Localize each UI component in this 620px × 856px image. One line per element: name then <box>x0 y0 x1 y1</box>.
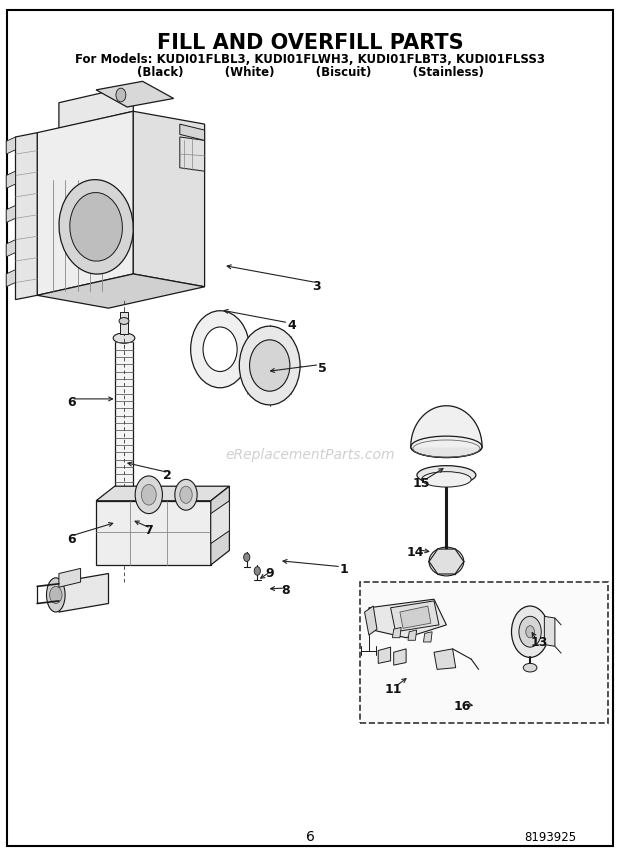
Text: 11: 11 <box>385 682 402 696</box>
Polygon shape <box>59 574 108 612</box>
Polygon shape <box>180 124 205 140</box>
Text: 8: 8 <box>281 584 290 597</box>
Polygon shape <box>6 240 16 257</box>
Text: 5: 5 <box>318 361 327 375</box>
Ellipse shape <box>417 466 476 484</box>
Circle shape <box>141 484 156 505</box>
Polygon shape <box>59 568 81 587</box>
Polygon shape <box>180 137 205 171</box>
Circle shape <box>116 88 126 102</box>
Ellipse shape <box>422 472 471 487</box>
Text: 2: 2 <box>163 468 172 482</box>
Polygon shape <box>410 406 482 447</box>
Ellipse shape <box>46 578 65 612</box>
Ellipse shape <box>203 327 237 372</box>
Ellipse shape <box>59 180 133 274</box>
Polygon shape <box>392 627 401 638</box>
Ellipse shape <box>119 318 129 324</box>
Text: 3: 3 <box>312 280 321 294</box>
Circle shape <box>50 586 62 603</box>
Text: 9: 9 <box>265 567 274 580</box>
Polygon shape <box>6 137 16 154</box>
Ellipse shape <box>113 333 135 343</box>
Text: FILL AND OVERFILL PARTS: FILL AND OVERFILL PARTS <box>157 33 463 53</box>
Text: For Models: KUDI01FLBL3, KUDI01FLWH3, KUDI01FLBT3, KUDI01FLSS3: For Models: KUDI01FLBL3, KUDI01FLWH3, KU… <box>75 53 545 67</box>
Text: 8193925: 8193925 <box>525 830 577 844</box>
Polygon shape <box>16 133 37 300</box>
Circle shape <box>526 626 534 638</box>
Polygon shape <box>37 274 205 308</box>
Polygon shape <box>37 111 133 295</box>
Polygon shape <box>434 649 456 669</box>
Ellipse shape <box>523 663 537 672</box>
Polygon shape <box>6 171 16 188</box>
Circle shape <box>512 606 549 657</box>
Text: 7: 7 <box>144 524 153 538</box>
Text: 6: 6 <box>67 395 76 409</box>
Bar <box>115 342 133 548</box>
Polygon shape <box>408 630 417 640</box>
Polygon shape <box>211 501 229 544</box>
Circle shape <box>180 486 192 503</box>
Ellipse shape <box>191 311 249 388</box>
Ellipse shape <box>249 340 290 391</box>
Text: 14: 14 <box>407 545 424 559</box>
Circle shape <box>519 616 541 647</box>
Text: 4: 4 <box>287 318 296 332</box>
Text: 6: 6 <box>67 532 76 546</box>
Circle shape <box>135 476 162 514</box>
Polygon shape <box>429 549 464 574</box>
Polygon shape <box>59 86 133 128</box>
Text: 1: 1 <box>340 562 348 576</box>
Circle shape <box>254 567 260 575</box>
Ellipse shape <box>429 547 464 576</box>
Bar <box>120 312 128 334</box>
Circle shape <box>175 479 197 510</box>
Text: 6: 6 <box>306 830 314 844</box>
Text: eReplacementParts.com: eReplacementParts.com <box>225 449 395 462</box>
Polygon shape <box>133 111 205 287</box>
Text: (Black)          (White)          (Biscuit)          (Stainless): (Black) (White) (Biscuit) (Stainless) <box>136 66 484 80</box>
Polygon shape <box>423 632 432 642</box>
Text: 16: 16 <box>453 699 471 713</box>
Polygon shape <box>378 647 391 663</box>
Text: 15: 15 <box>413 477 430 490</box>
Polygon shape <box>544 616 555 646</box>
Polygon shape <box>96 81 174 107</box>
Text: 13: 13 <box>531 635 548 649</box>
Polygon shape <box>211 486 229 565</box>
Bar <box>360 582 608 723</box>
Polygon shape <box>96 486 229 501</box>
Polygon shape <box>6 205 16 223</box>
Polygon shape <box>6 270 16 287</box>
Polygon shape <box>365 606 377 635</box>
Polygon shape <box>369 599 446 638</box>
Polygon shape <box>394 649 406 665</box>
Polygon shape <box>391 601 439 632</box>
Circle shape <box>244 553 250 562</box>
Ellipse shape <box>410 437 482 457</box>
Polygon shape <box>400 606 431 628</box>
Polygon shape <box>96 501 211 565</box>
Ellipse shape <box>239 326 300 405</box>
Ellipse shape <box>70 193 122 261</box>
